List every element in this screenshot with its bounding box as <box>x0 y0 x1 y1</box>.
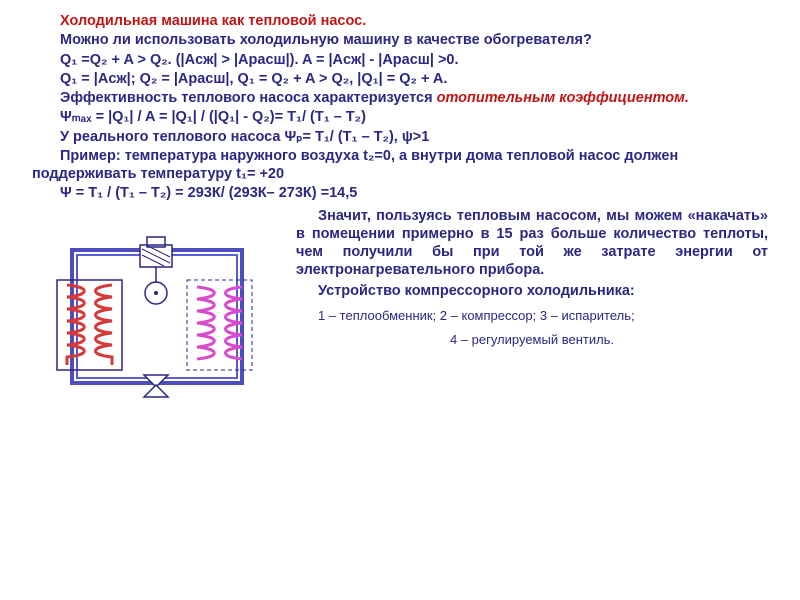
right-column: Значит, пользуясь тепловым насосом, мы м… <box>296 207 768 419</box>
document-page: Холодильная машина как тепловой насос. М… <box>0 0 800 427</box>
legend-line-1: 1 – теплообменник; 2 – компрессор; 3 – и… <box>296 308 768 324</box>
equation-2: Q₁ = |Aсж|; Q₂ = |Aрасш|, Q₁ = Q₂ + A > … <box>32 70 768 88</box>
effectiveness-line: Эффективность теплового насоса характери… <box>32 89 768 107</box>
equation-1: Q₁ =Q₂ + A > Q₂. (|Aсж| > |Aрасш|). A = … <box>32 51 768 69</box>
device-title: Устройство компрессорного холодильника: <box>296 282 768 300</box>
equation-3: Ψₘₐₓ = |Q₁| / A = |Q₁| / (|Q₁| - Q₂)= T₁… <box>32 108 768 126</box>
bottom-row: Значит, пользуясь тепловым насосом, мы м… <box>32 207 768 419</box>
question: Можно ли использовать холодильную машину… <box>32 31 768 49</box>
calculation: Ψ = T₁ / (T₁ – T₂) = 293К/ (293К– 273К) … <box>32 184 768 202</box>
real-pump: У реального теплового насоса Ψₚ= T₁/ (T₁… <box>32 128 768 146</box>
eff-prefix: Эффективность теплового насоса характери… <box>60 90 437 106</box>
legend-line-2: 4 – регулируемый вентиль. <box>296 332 768 348</box>
title: Холодильная машина как тепловой насос. <box>32 12 768 30</box>
example-line: Пример: температура наружного воздуха t₂… <box>32 147 768 184</box>
eff-term: отопительным коэффициентом. <box>437 90 689 106</box>
conclusion: Значит, пользуясь тепловым насосом, мы м… <box>296 207 768 280</box>
refrigerator-diagram <box>32 207 282 419</box>
